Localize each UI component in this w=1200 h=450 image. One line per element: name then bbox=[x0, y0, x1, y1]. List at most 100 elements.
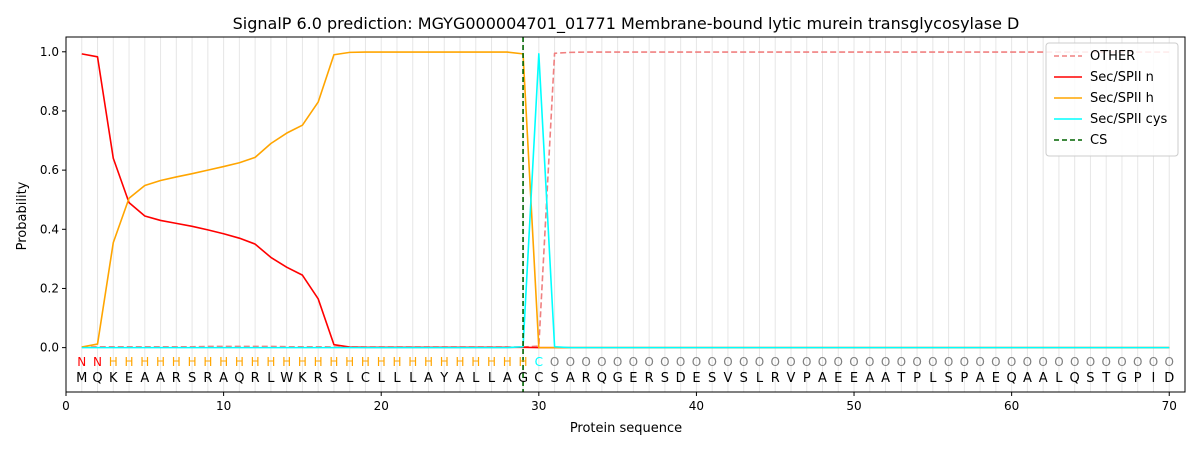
legend-label: Sec/SPII h bbox=[1090, 91, 1154, 106]
residue-label: L bbox=[756, 371, 764, 386]
residue-label: R bbox=[203, 371, 212, 386]
y-tick-label: 0.4 bbox=[40, 222, 59, 236]
x-axis-label: Protein sequence bbox=[570, 421, 682, 436]
region-label: O bbox=[692, 355, 701, 369]
residue-label: R bbox=[251, 371, 260, 386]
residue-label: V bbox=[723, 371, 732, 386]
region-label: O bbox=[1117, 355, 1126, 369]
x-tick-label: 70 bbox=[1162, 399, 1177, 413]
residue-label: S bbox=[188, 371, 196, 386]
residue-label: L bbox=[267, 371, 275, 386]
region-label: H bbox=[172, 355, 181, 369]
region-label: H bbox=[251, 355, 260, 369]
region-label: O bbox=[928, 355, 937, 369]
residue-label: R bbox=[172, 371, 181, 386]
residue-label: C bbox=[361, 371, 370, 386]
vertical-grid bbox=[81, 37, 1170, 392]
region-label: H bbox=[109, 355, 118, 369]
residue-label: R bbox=[314, 371, 323, 386]
residue-label: L bbox=[1055, 371, 1063, 386]
residue-label: A bbox=[156, 371, 165, 386]
region-label: N bbox=[93, 355, 102, 369]
residue-label: A bbox=[219, 371, 228, 386]
residue-label: E bbox=[834, 371, 842, 386]
region-label: O bbox=[566, 355, 575, 369]
series-line-sec-spii-n bbox=[81, 53, 1170, 349]
region-label: O bbox=[676, 355, 685, 369]
chart-title: SignalP 6.0 prediction: MGYG000004701_01… bbox=[233, 14, 1020, 34]
residue-label: Q bbox=[92, 371, 102, 386]
residue-label: L bbox=[393, 371, 401, 386]
region-label: O bbox=[660, 355, 669, 369]
region-label: H bbox=[519, 355, 528, 369]
legend-label: Sec/SPII cys bbox=[1090, 112, 1168, 127]
residue-label: P bbox=[913, 371, 921, 386]
residue-label: Q bbox=[234, 371, 244, 386]
region-label: O bbox=[865, 355, 874, 369]
residue-label: P bbox=[960, 371, 968, 386]
x-tick-label: 50 bbox=[846, 399, 861, 413]
region-label: H bbox=[455, 355, 464, 369]
plot-frame bbox=[65, 36, 1186, 393]
region-label: H bbox=[235, 355, 244, 369]
region-label: O bbox=[1070, 355, 1079, 369]
region-label: O bbox=[834, 355, 843, 369]
residue-label: E bbox=[125, 371, 133, 386]
region-label: H bbox=[377, 355, 386, 369]
series-lines bbox=[81, 37, 1170, 392]
sequence-labels: NMNQHKHEHAHAHRHSHRHAHQHRHLHWHKHRHSHLHCHL… bbox=[76, 355, 1174, 386]
series-line-other bbox=[81, 51, 1170, 348]
region-label: H bbox=[282, 355, 291, 369]
legend: OTHER Sec/SPII n Sec/SPII h Sec/SPII cys CS bbox=[1045, 42, 1179, 157]
region-label: O bbox=[1165, 355, 1174, 369]
region-label: O bbox=[613, 355, 622, 369]
residue-label: G bbox=[613, 371, 623, 386]
residue-label: S bbox=[944, 371, 952, 386]
residue-label: R bbox=[771, 371, 780, 386]
residue-label: T bbox=[1101, 371, 1110, 386]
region-label: O bbox=[881, 355, 890, 369]
residue-label: D bbox=[1164, 371, 1174, 386]
residue-label: I bbox=[1152, 371, 1156, 386]
residue-label: A bbox=[424, 371, 433, 386]
region-label: O bbox=[897, 355, 906, 369]
residue-label: E bbox=[629, 371, 637, 386]
y-tick-label: 0.6 bbox=[40, 163, 59, 177]
residue-label: S bbox=[661, 371, 669, 386]
residue-label: E bbox=[850, 371, 858, 386]
region-label: O bbox=[1054, 355, 1063, 369]
region-label: O bbox=[960, 355, 969, 369]
residue-label: V bbox=[787, 371, 796, 386]
region-label: H bbox=[424, 355, 433, 369]
region-label: N bbox=[77, 355, 86, 369]
region-label: H bbox=[188, 355, 197, 369]
region-label: O bbox=[739, 355, 748, 369]
residue-label: Q bbox=[1070, 371, 1080, 386]
y-tick-label: 0.8 bbox=[40, 104, 59, 118]
legend-box bbox=[1045, 42, 1179, 157]
x-tick-label: 60 bbox=[1004, 399, 1019, 413]
x-tick-label: 20 bbox=[374, 399, 389, 413]
region-label: O bbox=[755, 355, 764, 369]
residue-label: S bbox=[1086, 371, 1094, 386]
region-label: O bbox=[629, 355, 638, 369]
x-tick-label: 30 bbox=[531, 399, 546, 413]
region-label: O bbox=[1007, 355, 1016, 369]
residue-label: R bbox=[645, 371, 654, 386]
residue-label: E bbox=[692, 371, 700, 386]
residue-label: Q bbox=[597, 371, 607, 386]
region-label: O bbox=[1101, 355, 1110, 369]
residue-label: S bbox=[708, 371, 716, 386]
residue-label: C bbox=[534, 371, 543, 386]
region-label: O bbox=[802, 355, 811, 369]
region-label: H bbox=[471, 355, 480, 369]
region-label: O bbox=[975, 355, 984, 369]
legend-label: CS bbox=[1090, 133, 1107, 148]
region-label: O bbox=[818, 355, 827, 369]
region-label: O bbox=[912, 355, 921, 369]
region-label: H bbox=[140, 355, 149, 369]
residue-label: Y bbox=[439, 371, 448, 386]
region-label: O bbox=[1086, 355, 1095, 369]
residue-label: D bbox=[676, 371, 686, 386]
legend-label: Sec/SPII n bbox=[1090, 70, 1154, 85]
